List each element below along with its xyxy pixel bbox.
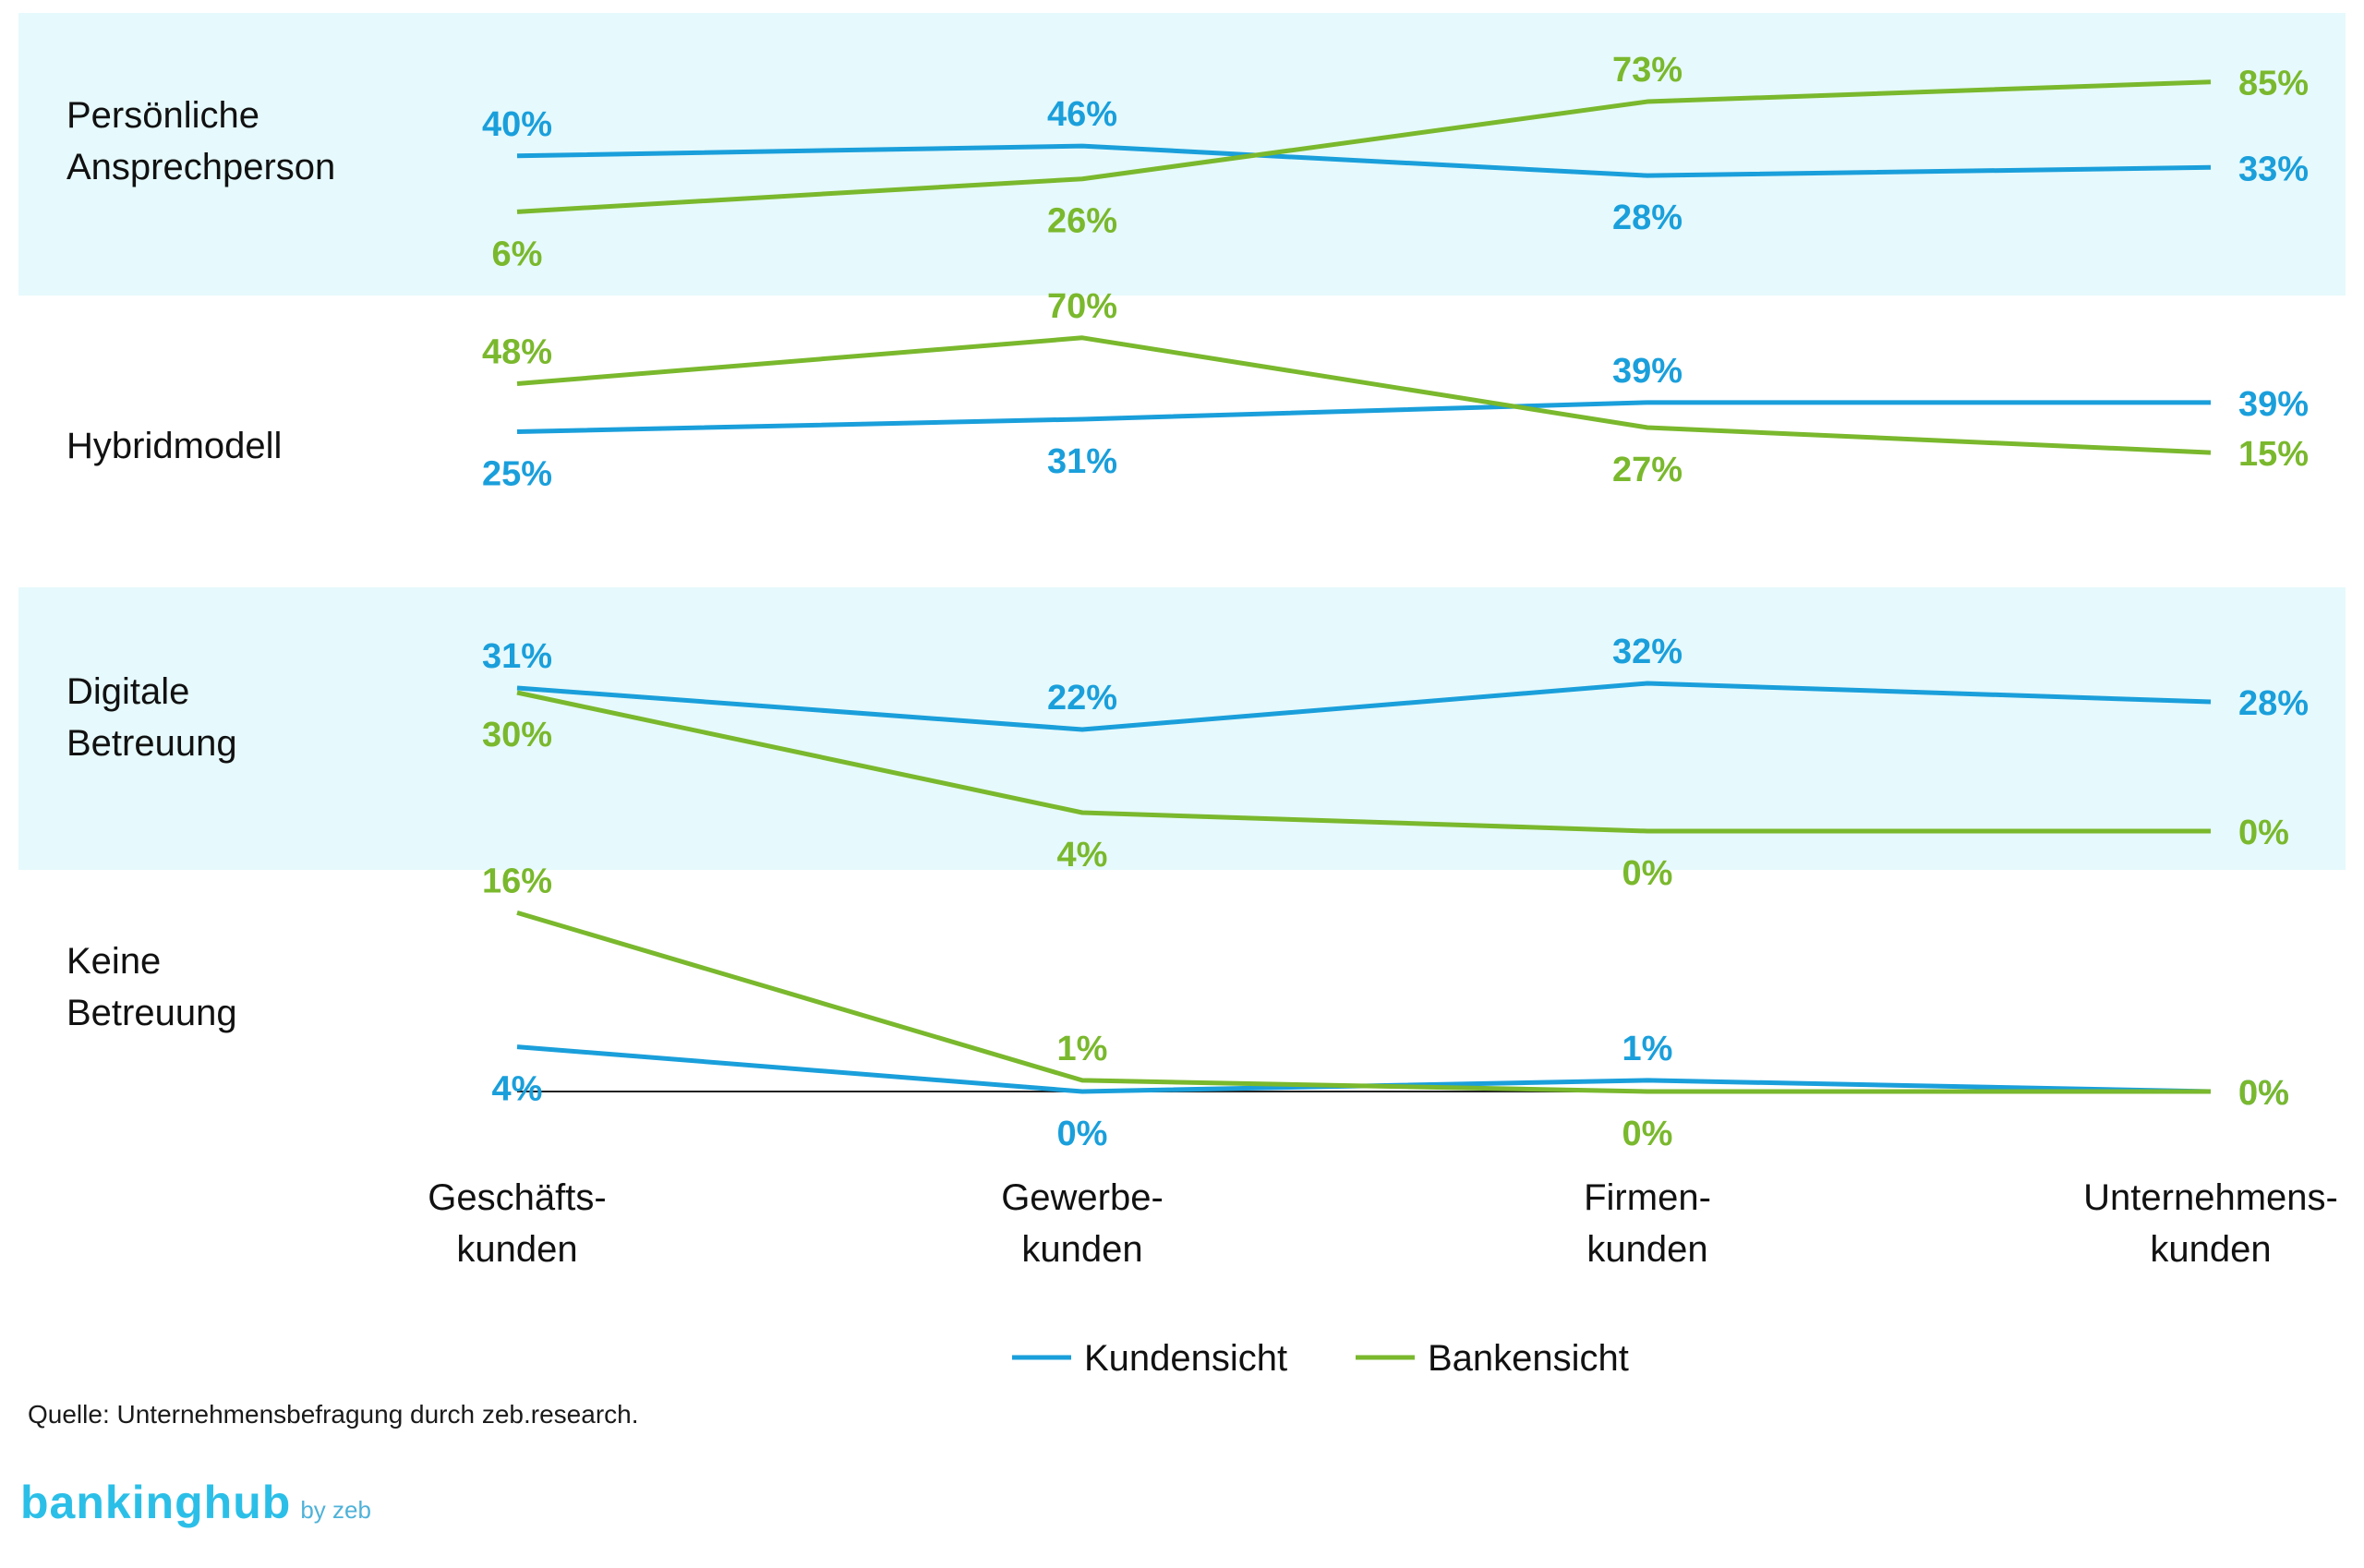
value-label-bank-panel-1-2: 26% (1047, 202, 1117, 241)
value-label-kunde-panel-1-2: 46% (1047, 95, 1117, 134)
value-label-bank-panel-1-3: 73% (1612, 51, 1683, 90)
value-label-kunde-panel-4-2: 0% (1057, 1115, 1108, 1153)
category-label-3-line-2: kunden (1586, 1229, 1707, 1270)
line-bank-panel-3 (516, 690, 2211, 834)
value-label-kunde-panel-1-1: 40% (482, 105, 552, 144)
logo-wordmark: bankinghub (20, 1477, 292, 1528)
logo-byline: by zeb (300, 1496, 371, 1524)
value-label-bank-panel-2-2: 70% (1047, 287, 1117, 326)
value-label-kunde-panel-2-1: 25% (482, 455, 552, 494)
value-label-bank-panel-3-2: 4% (1057, 836, 1108, 874)
category-label-2-line-2: kunden (1021, 1229, 1142, 1270)
row-label-2-line-1: Hybridmodell (66, 426, 282, 466)
value-label-bank-panel-1-1: 6% (492, 235, 543, 273)
value-label-kunde-panel-1-4: 33% (2238, 150, 2309, 188)
value-label-bank-panel-4-4: 0% (2238, 1074, 2289, 1113)
value-label-bank-panel-4-1: 16% (482, 862, 552, 900)
value-label-kunde-panel-2-2: 31% (1047, 442, 1117, 481)
value-label-bank-panel-1-4: 85% (2238, 65, 2309, 103)
line-kunde-panel-1 (516, 143, 2212, 178)
value-label-kunde-panel-3-3: 32% (1612, 633, 1683, 671)
row-label-1-line-1: Persönliche (66, 95, 259, 136)
value-label-bank-panel-4-3: 0% (1622, 1115, 1673, 1153)
line-bank-panel-1 (516, 79, 2212, 214)
value-label-bank-panel-3-4: 0% (2238, 814, 2289, 852)
panel-band-3 (18, 587, 2346, 870)
line-bank-panel-2 (516, 335, 2212, 455)
value-label-kunde-panel-4-1: 4% (492, 1070, 543, 1109)
panel-band-1 (18, 13, 2346, 296)
legend-label-bank: Bankensicht (1428, 1338, 1629, 1379)
category-label-3-line-1: Firmen- (1584, 1177, 1711, 1218)
row-label-4-line-1: Keine (66, 941, 161, 982)
legend-label-kunde: Kundensicht (1084, 1338, 1287, 1379)
row-label-3-line-2: Betreuung (66, 723, 237, 764)
row-label-1-line-2: Ansprechperson (66, 147, 335, 187)
line-kunde-panel-3 (516, 681, 2212, 732)
line-kunde-panel-2 (516, 400, 2211, 434)
value-label-bank-panel-3-3: 0% (1622, 854, 1673, 893)
category-label-2-line-1: Gewerbe- (1001, 1177, 1164, 1218)
category-label-4-line-2: kunden (2150, 1229, 2271, 1270)
bankinghub-logo: bankinghub by zeb (20, 1476, 371, 1540)
value-label-kunde-panel-3-2: 22% (1047, 679, 1117, 718)
category-label-1-line-2: kunden (456, 1229, 577, 1270)
value-label-bank-panel-3-1: 30% (482, 716, 552, 754)
value-label-kunde-panel-2-4: 39% (2238, 385, 2309, 424)
value-label-kunde-panel-1-3: 28% (1612, 199, 1683, 237)
value-label-kunde-panel-2-3: 39% (1612, 352, 1683, 391)
value-label-kunde-panel-3-1: 31% (482, 637, 552, 676)
row-label-3-line-1: Digitale (66, 671, 189, 712)
line-bank-panel-4 (516, 911, 2211, 1094)
value-label-kunde-panel-3-4: 28% (2238, 684, 2309, 723)
value-label-bank-panel-2-3: 27% (1612, 451, 1683, 489)
value-label-bank-panel-4-2: 1% (1057, 1030, 1108, 1068)
row-label-4-line-2: Betreuung (66, 993, 237, 1033)
value-label-kunde-panel-4-4: 0% (2238, 1074, 2289, 1113)
value-label-kunde-panel-4-3: 1% (1622, 1030, 1673, 1068)
category-label-1-line-1: Geschäfts- (428, 1177, 606, 1218)
value-label-bank-panel-2-1: 48% (482, 333, 552, 372)
source-note: Quelle: Unternehmensbefragung durch zeb.… (28, 1400, 639, 1429)
category-label-4-line-1: Unternehmens- (2083, 1177, 2338, 1218)
value-label-bank-panel-2-4: 15% (2238, 435, 2309, 474)
